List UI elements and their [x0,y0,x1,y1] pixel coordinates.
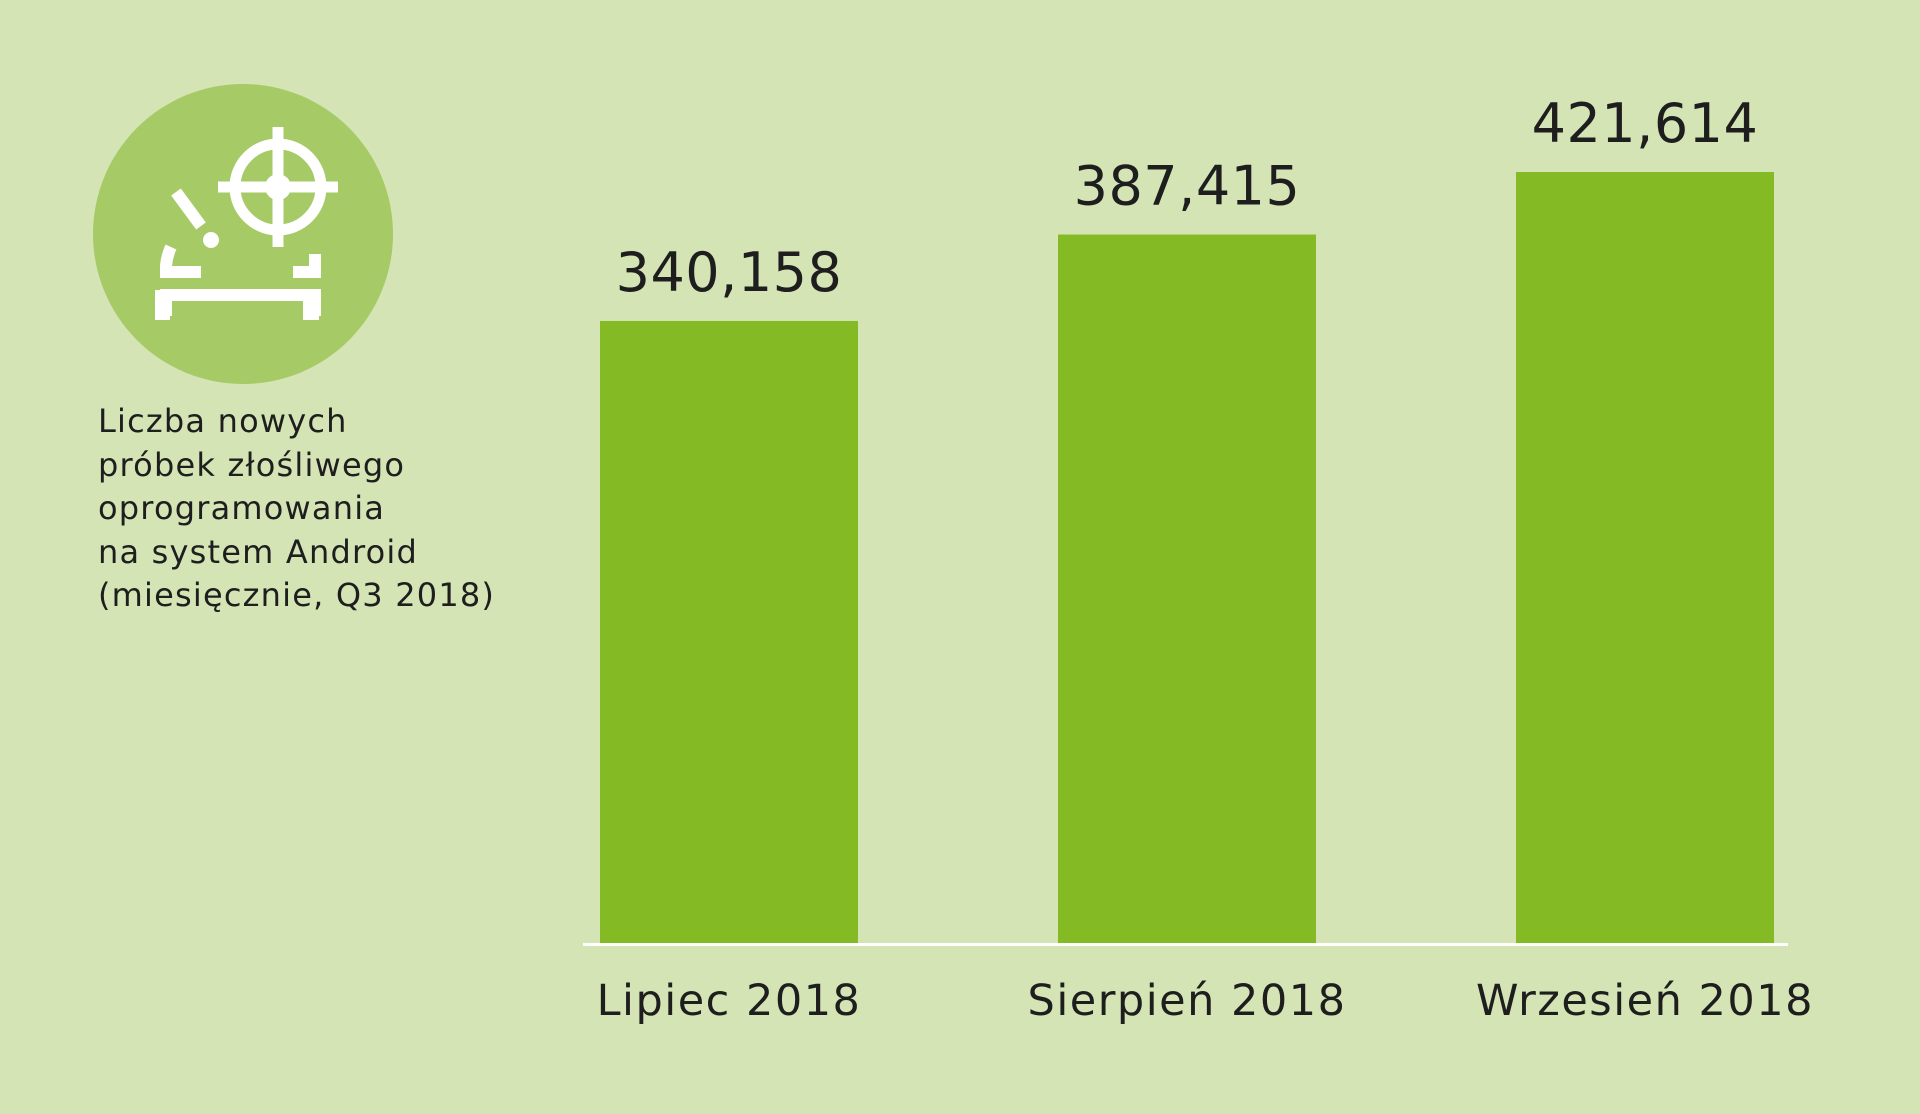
category-label-3: Wrzesień 2018 [1476,976,1814,1026]
category-label-2: Sierpień 2018 [1028,976,1347,1026]
caption-line-1: Liczba nowych [98,402,348,440]
bar-1 [600,320,858,943]
caption-line-5: (miesięcznie, Q3 2018) [98,576,496,614]
caption-line-2: próbek złośliwego [98,445,406,484]
category-label-1: Lipiec 2018 [597,976,862,1026]
caption-line-4: na system Android [98,532,419,571]
chart-caption: Liczba nowych próbek złośliwego oprogram… [98,400,518,618]
value-label-3: 421,614 [1532,92,1759,155]
bar-2 [1058,234,1316,944]
value-label-2: 387,415 [1074,155,1301,218]
value-label-1: 340,158 [616,241,843,304]
android-crosshair-icon [93,84,393,384]
android-crosshair-svg [155,127,338,320]
caption-line-3: oprogramowania [98,489,386,527]
bar-3 [1516,172,1774,943]
